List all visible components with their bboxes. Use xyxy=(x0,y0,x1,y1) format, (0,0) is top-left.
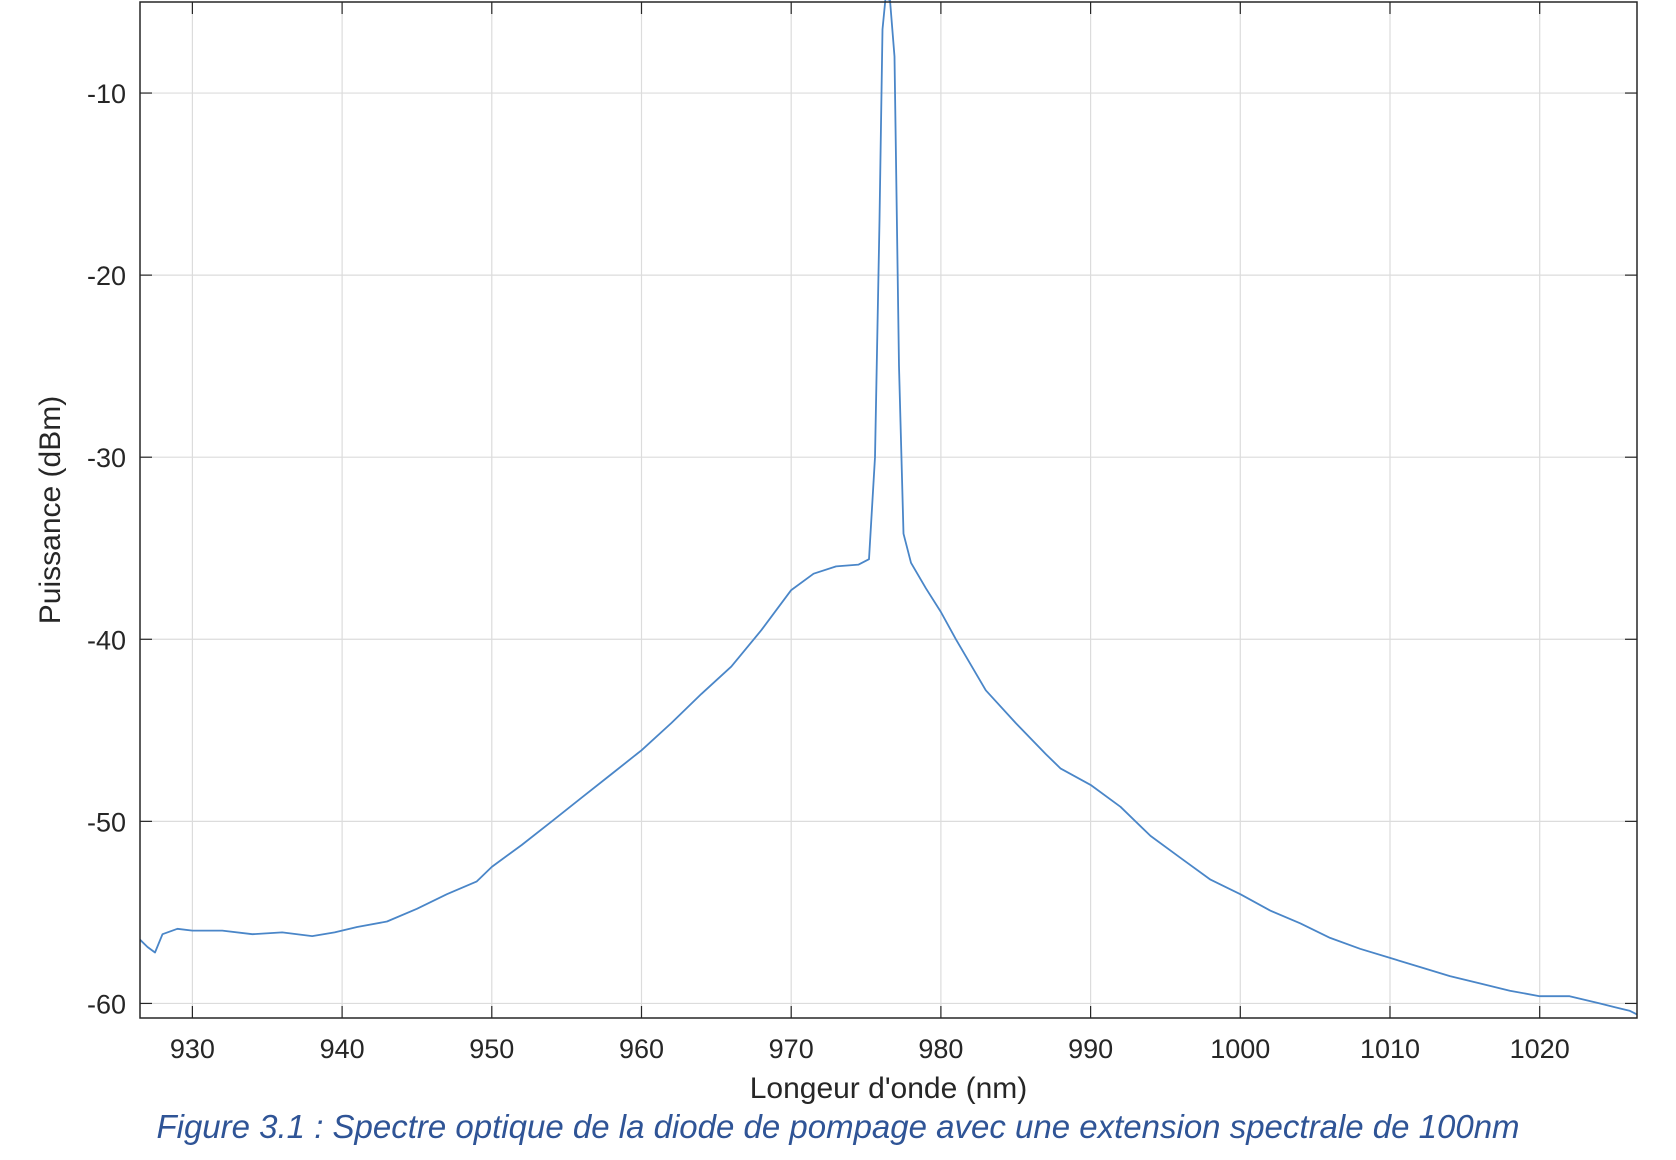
y-tick-label: -40 xyxy=(87,625,126,655)
y-tick-label: -20 xyxy=(87,261,126,291)
x-tick-label: 970 xyxy=(769,1034,814,1064)
plot-lines xyxy=(139,0,1638,1016)
x-tick-label: 930 xyxy=(170,1034,215,1064)
x-tick-label: 990 xyxy=(1068,1034,1113,1064)
x-tick-label: 1000 xyxy=(1210,1034,1270,1064)
x-tick-label: 950 xyxy=(469,1034,514,1064)
y-tick-label: -30 xyxy=(87,443,126,473)
y-axis-title: Puissance (dBm) xyxy=(34,396,67,624)
grid xyxy=(140,2,1637,1018)
x-axis-title: Longeur d'onde (nm) xyxy=(750,1072,1028,1105)
x-tick-label: 1010 xyxy=(1360,1034,1420,1064)
y-tick-label: -10 xyxy=(87,79,126,109)
axis-ticks: 930 940 950 960 970 980 990 1000 1010 1020 -10 -20 -… xyxy=(87,2,1637,1064)
spectrum-line xyxy=(139,0,1638,1016)
y-tick-label: -50 xyxy=(87,807,126,837)
x-tick-label: 940 xyxy=(320,1034,365,1064)
x-tick-label: 1020 xyxy=(1510,1034,1570,1064)
x-tick-label: 960 xyxy=(619,1034,664,1064)
plot-frame xyxy=(139,1,1638,1019)
y-tick-label: -60 xyxy=(87,989,126,1019)
figure-caption: Figure 3.1 : Spectre optique de la diode… xyxy=(156,1108,1520,1145)
x-tick-label: 980 xyxy=(918,1034,963,1064)
